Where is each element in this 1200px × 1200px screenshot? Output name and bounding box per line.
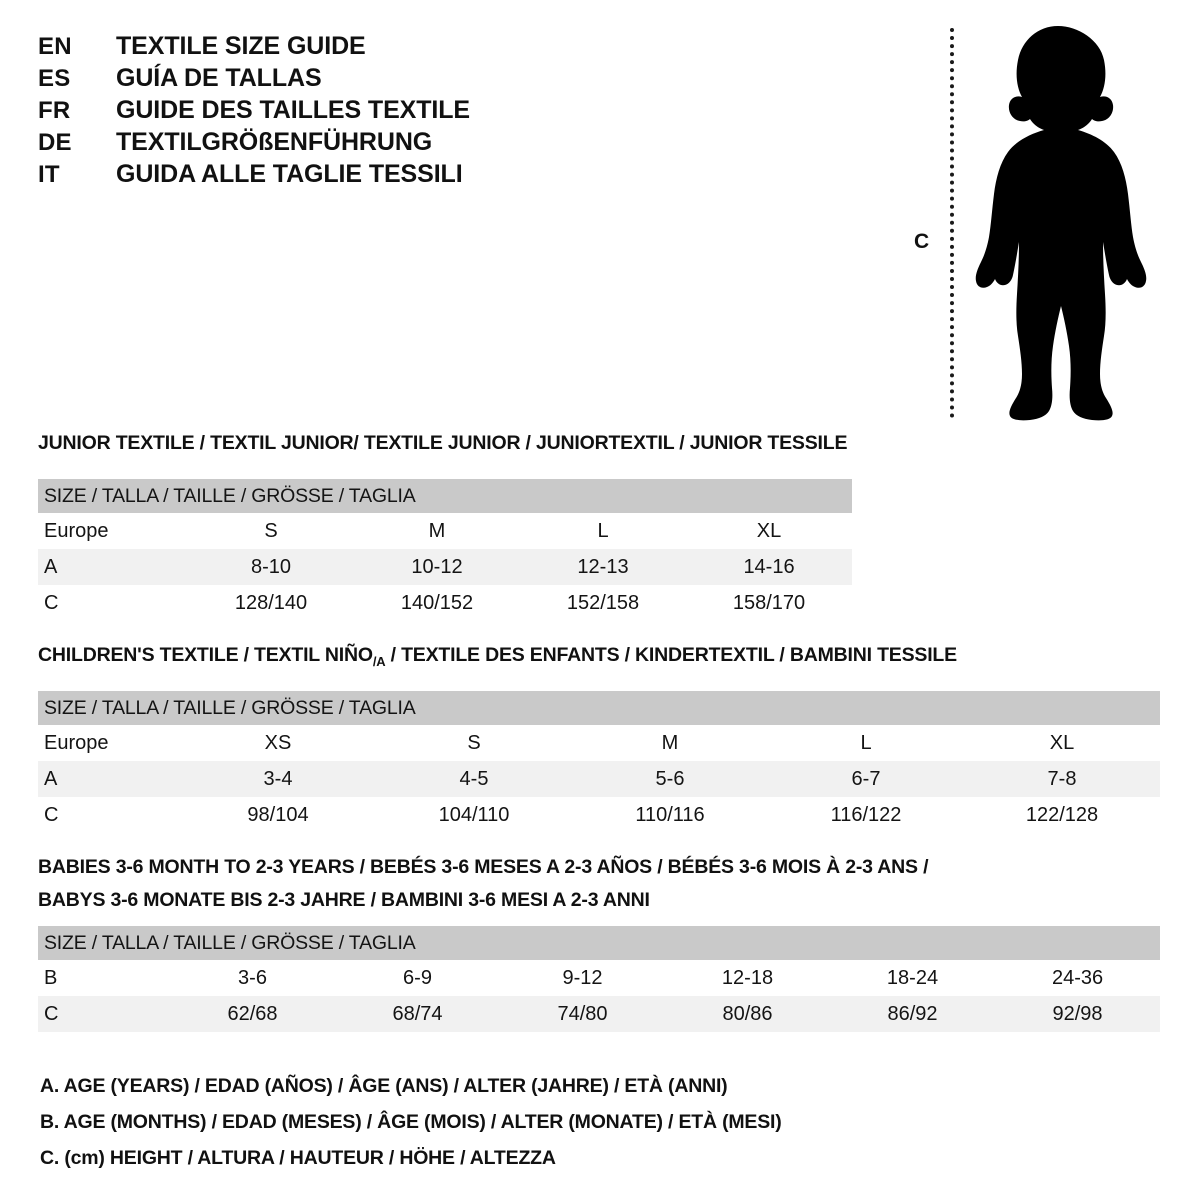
section-title-children-part2: / TEXTILE DES ENFANTS / KINDERTEXTIL / B…	[385, 644, 958, 666]
language-code-en: EN	[38, 33, 72, 60]
children-age-m: 5-6	[572, 761, 768, 797]
language-code-de: DE	[38, 129, 72, 156]
babies-row-label-c: C	[38, 996, 170, 1032]
junior-europe-xl: XL	[686, 513, 853, 549]
section-title-children-sub: /A	[372, 653, 386, 669]
junior-height-s: 128/140	[188, 585, 354, 621]
junior-height-m: 140/152	[354, 585, 520, 621]
junior-row-label-c: C	[38, 585, 188, 621]
junior-table-band-header: SIZE / TALLA / TAILLE / GRÖSSE / TAGLIA	[38, 479, 853, 513]
junior-age-l: 12-13	[520, 549, 686, 585]
junior-band-header-label: SIZE / TALLA / TAILLE / GRÖSSE / TAGLIA	[38, 479, 853, 513]
babies-height-18-24: 86/92	[830, 996, 995, 1032]
junior-europe-s: S	[188, 513, 354, 549]
legend-line-b: B. AGE (MONTHS) / EDAD (MESES) / ÂGE (MO…	[40, 1111, 782, 1133]
guide-title-es: GUÍA DE TALLAS	[116, 64, 322, 92]
babies-age-18-24: 18-24	[830, 960, 995, 996]
child-silhouette-icon	[975, 26, 1147, 421]
babies-height-9-12: 74/80	[500, 996, 665, 1032]
babies-size-table: SIZE / TALLA / TAILLE / GRÖSSE / TAGLIA …	[38, 926, 1161, 1032]
language-code-fr: FR	[38, 97, 71, 124]
section-title-children: CHILDREN'S TEXTILE / TEXTIL NIÑO/A / TEX…	[38, 644, 957, 669]
children-table-band-header: SIZE / TALLA / TAILLE / GRÖSSE / TAGLIA	[38, 691, 1160, 725]
language-row-it: IT GUIDA ALLE TAGLIE TESSILI	[38, 158, 558, 190]
babies-age-9-12: 9-12	[500, 960, 665, 996]
babies-height-24-36: 92/98	[995, 996, 1161, 1032]
children-height-l: 116/122	[768, 797, 964, 833]
language-code-es: ES	[38, 65, 71, 92]
children-row-height: C 98/104 104/110 110/116 116/122 122/128	[38, 797, 1160, 833]
babies-height-6-9: 68/74	[335, 996, 500, 1032]
children-europe-l: L	[768, 725, 964, 761]
section-title-junior: JUNIOR TEXTILE / TEXTIL JUNIOR/ TEXTILE …	[38, 432, 848, 454]
guide-title-en: TEXTILE SIZE GUIDE	[116, 32, 366, 60]
legend-line-c: C. (cm) HEIGHT / ALTURA / HAUTEUR / HÖHE…	[40, 1147, 556, 1169]
section-title-babies-line1: BABIES 3-6 MONTH TO 2-3 YEARS / BEBÉS 3-…	[38, 856, 929, 878]
children-height-m: 110/116	[572, 797, 768, 833]
babies-row-age-months: B 3-6 6-9 9-12 12-18 18-24 24-36	[38, 960, 1161, 996]
children-europe-xs: XS	[180, 725, 376, 761]
language-row-es: ES GUÍA DE TALLAS	[38, 62, 558, 94]
babies-age-6-9: 6-9	[335, 960, 500, 996]
section-title-children-part1: CHILDREN'S TEXTILE / TEXTIL NIÑO	[38, 644, 373, 666]
babies-age-3-6: 3-6	[170, 960, 335, 996]
junior-row-label-europe: Europe	[38, 513, 188, 549]
children-height-xl: 122/128	[964, 797, 1160, 833]
junior-height-l: 152/158	[520, 585, 686, 621]
children-row-label-a: A	[38, 761, 180, 797]
junior-row-europe: Europe S M L XL	[38, 513, 853, 549]
children-size-table: SIZE / TALLA / TAILLE / GRÖSSE / TAGLIA …	[38, 691, 1160, 833]
guide-title-fr: GUIDE DES TAILLES TEXTILE	[116, 96, 471, 124]
language-code-it: IT	[38, 161, 60, 188]
junior-europe-m: M	[354, 513, 520, 549]
language-row-en: EN TEXTILE SIZE GUIDE	[38, 30, 558, 62]
language-row-de: DE TEXTILGRÖßENFÜHRUNG	[38, 126, 558, 158]
height-dotted-line-icon	[950, 28, 954, 418]
section-title-babies: BABIES 3-6 MONTH TO 2-3 YEARS / BEBÉS 3-…	[38, 856, 928, 912]
babies-row-label-b: B	[38, 960, 170, 996]
children-age-s: 4-5	[376, 761, 572, 797]
height-illustration: C	[900, 12, 1160, 422]
children-row-label-europe: Europe	[38, 725, 180, 761]
junior-age-xl: 14-16	[686, 549, 853, 585]
babies-height-12-18: 80/86	[665, 996, 830, 1032]
children-europe-xl: XL	[964, 725, 1160, 761]
children-age-xl: 7-8	[964, 761, 1160, 797]
guide-title-it: GUIDA ALLE TAGLIE TESSILI	[116, 160, 463, 188]
babies-age-24-36: 24-36	[995, 960, 1161, 996]
children-europe-s: S	[376, 725, 572, 761]
guide-title-de: TEXTILGRÖßENFÜHRUNG	[116, 128, 433, 156]
junior-europe-l: L	[520, 513, 686, 549]
children-height-s: 104/110	[376, 797, 572, 833]
children-age-l: 6-7	[768, 761, 964, 797]
junior-age-s: 8-10	[188, 549, 354, 585]
children-age-xs: 3-4	[180, 761, 376, 797]
children-row-age: A 3-4 4-5 5-6 6-7 7-8	[38, 761, 1160, 797]
junior-row-label-a: A	[38, 549, 188, 585]
babies-row-height: C 62/68 68/74 74/80 80/86 86/92 92/98	[38, 996, 1161, 1032]
children-band-header-label: SIZE / TALLA / TAILLE / GRÖSSE / TAGLIA	[38, 691, 1160, 725]
children-row-europe: Europe XS S M L XL	[38, 725, 1160, 761]
children-europe-m: M	[572, 725, 768, 761]
measurement-legend: A. AGE (YEARS) / EDAD (AÑOS) / ÂGE (ANS)…	[40, 1068, 1040, 1176]
height-marker-label: C	[914, 230, 930, 253]
children-row-label-c: C	[38, 797, 180, 833]
junior-age-m: 10-12	[354, 549, 520, 585]
babies-age-12-18: 12-18	[665, 960, 830, 996]
babies-table-band-header: SIZE / TALLA / TAILLE / GRÖSSE / TAGLIA	[38, 926, 1161, 960]
legend-line-a: A. AGE (YEARS) / EDAD (AÑOS) / ÂGE (ANS)…	[40, 1075, 728, 1097]
junior-size-table: SIZE / TALLA / TAILLE / GRÖSSE / TAGLIA …	[38, 479, 853, 621]
junior-row-height: C 128/140 140/152 152/158 158/170	[38, 585, 853, 621]
babies-band-header-label: SIZE / TALLA / TAILLE / GRÖSSE / TAGLIA	[38, 926, 1161, 960]
babies-height-3-6: 62/68	[170, 996, 335, 1032]
junior-height-xl: 158/170	[686, 585, 853, 621]
junior-row-age: A 8-10 10-12 12-13 14-16	[38, 549, 853, 585]
language-title-block: EN TEXTILE SIZE GUIDE ES GUÍA DE TALLAS …	[38, 30, 558, 190]
children-height-xs: 98/104	[180, 797, 376, 833]
section-title-babies-line2: BABYS 3-6 MONATE BIS 2-3 JAHRE / BAMBINI…	[38, 889, 650, 911]
language-row-fr: FR GUIDE DES TAILLES TEXTILE	[38, 94, 558, 126]
